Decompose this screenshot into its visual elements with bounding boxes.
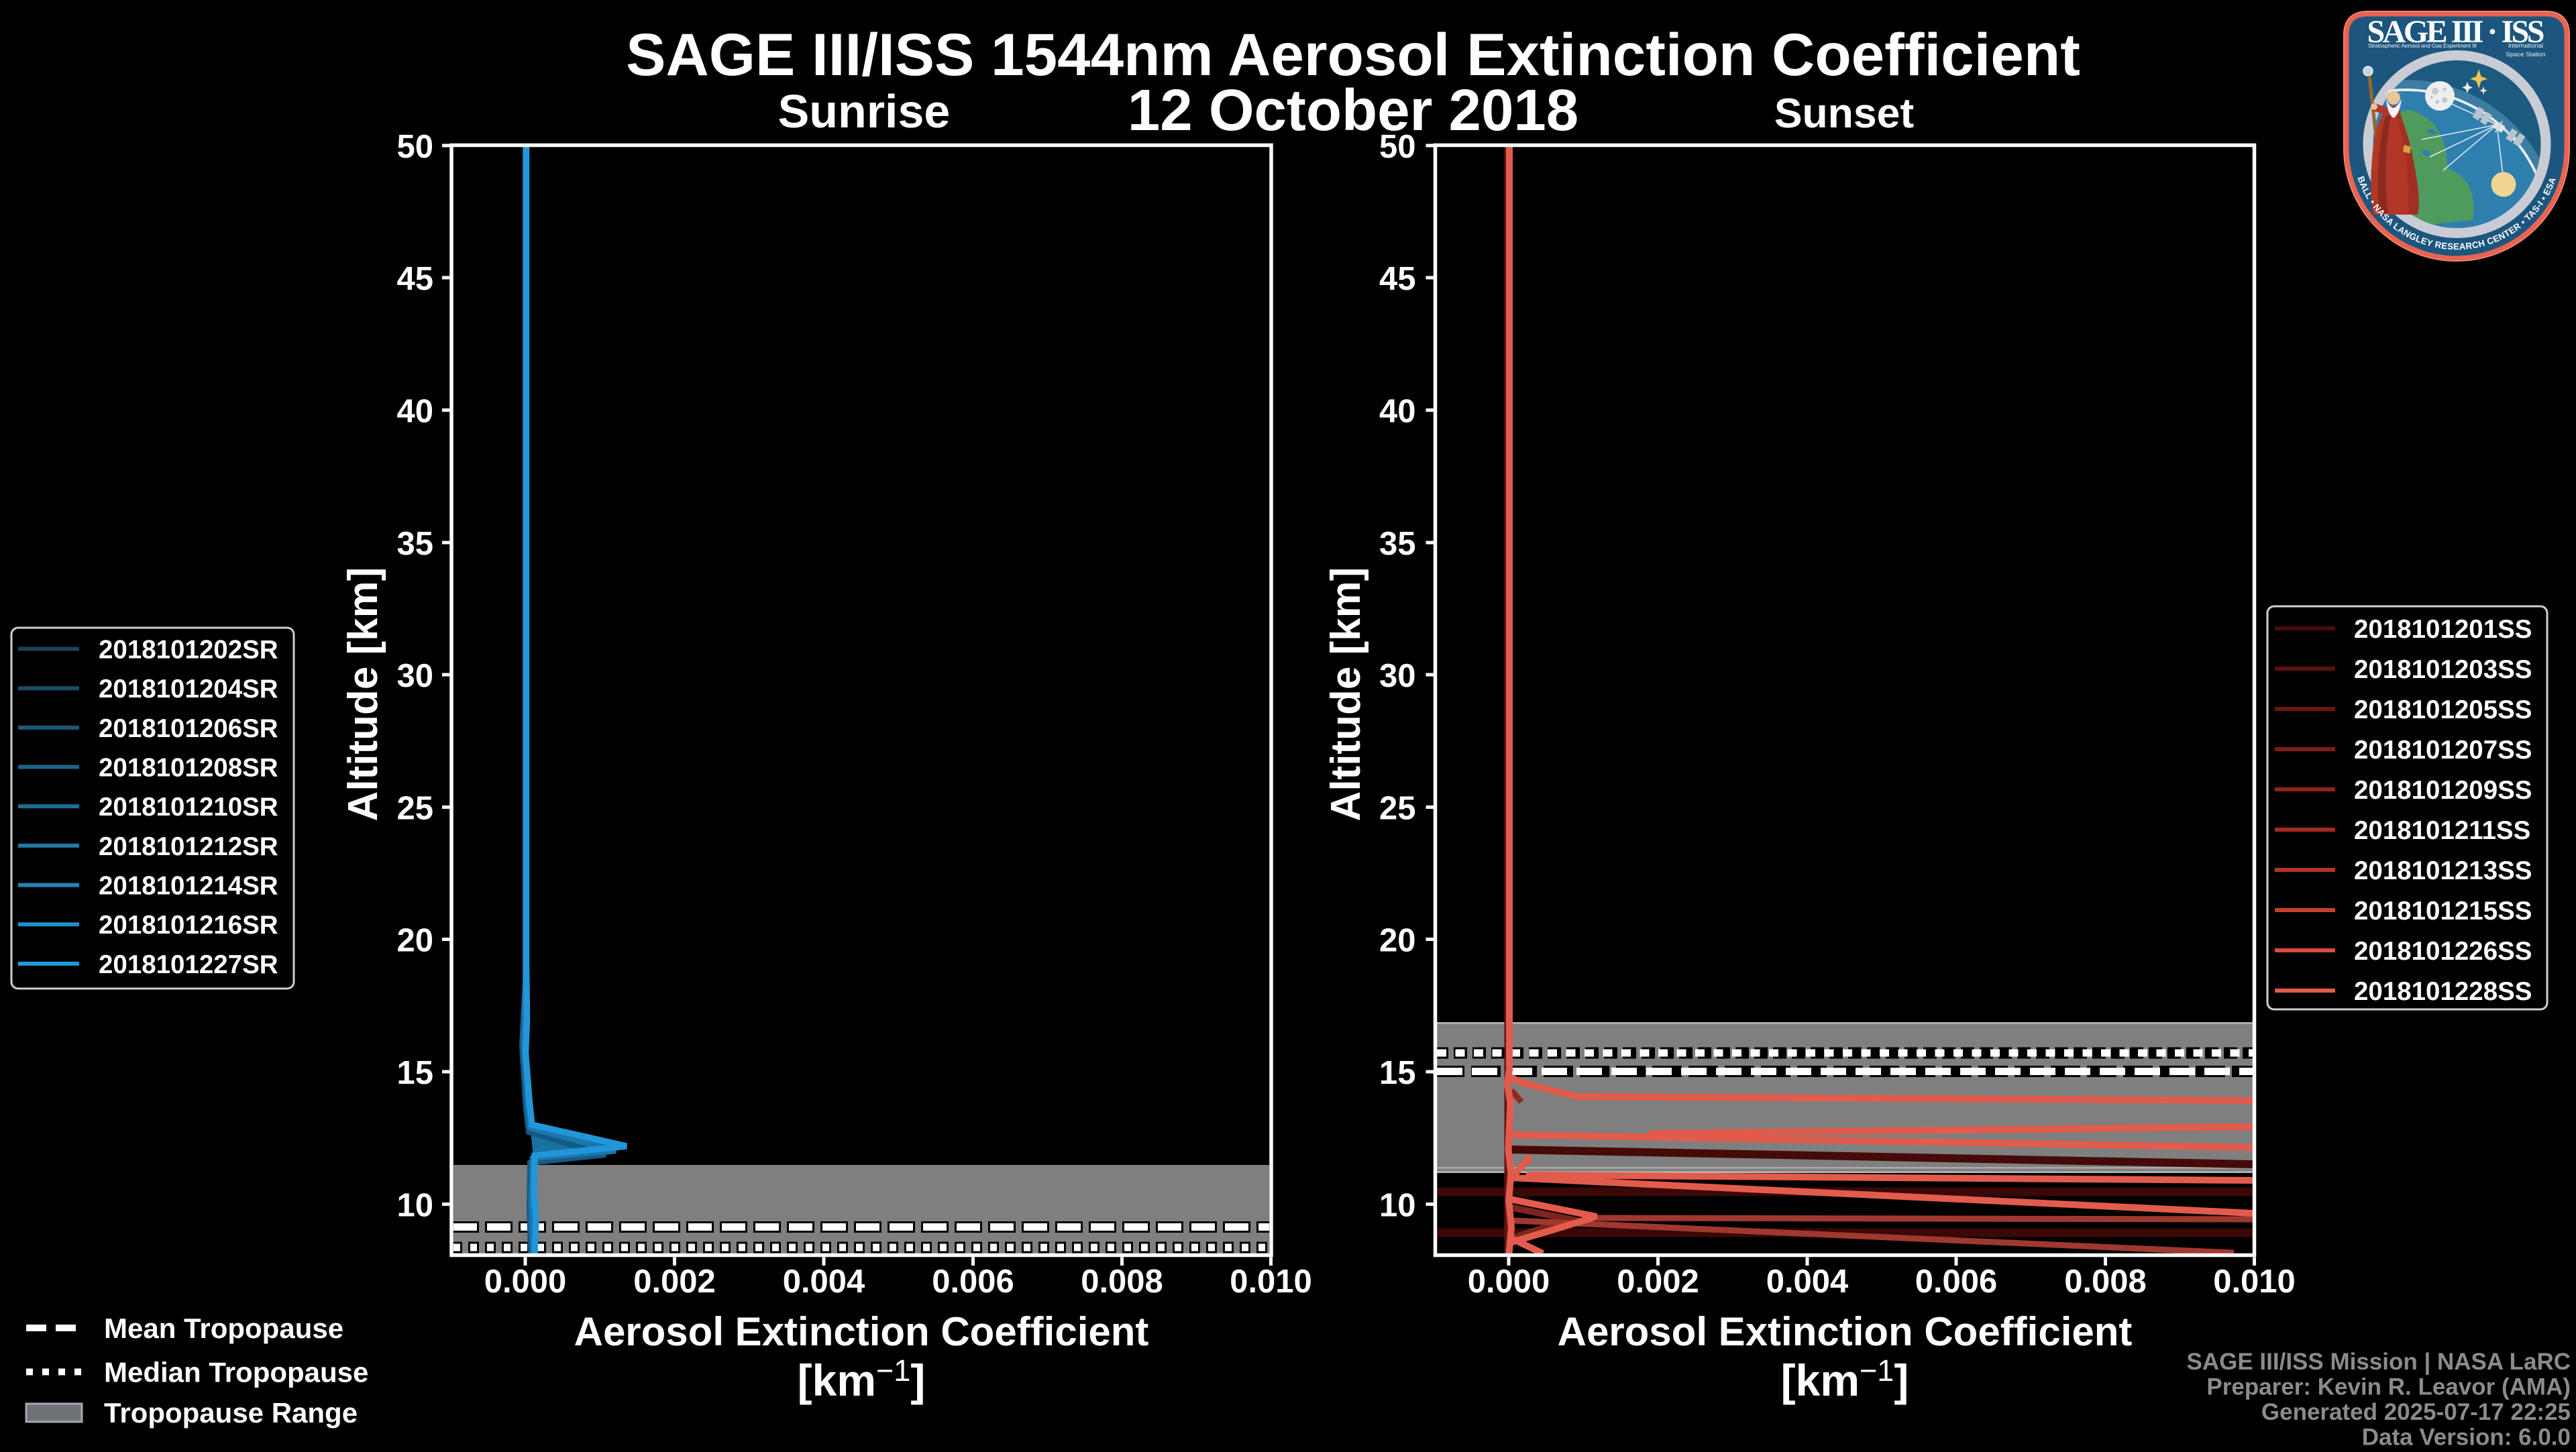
svg-text:2018101208SR: 2018101208SR	[99, 754, 278, 783]
svg-text:0.002: 0.002	[633, 1264, 716, 1300]
svg-text:2018101205SS: 2018101205SS	[2354, 695, 2532, 724]
svg-text:Altitude [km]: Altitude [km]	[1323, 567, 1369, 822]
svg-text:0.006: 0.006	[932, 1264, 1014, 1300]
svg-text:2018101228SS: 2018101228SS	[2354, 977, 2532, 1006]
svg-text:25: 25	[1379, 791, 1416, 827]
svg-text:[km−1]: [km−1]	[798, 1353, 926, 1405]
svg-text:International: International	[2508, 42, 2543, 50]
svg-text:0.006: 0.006	[1915, 1264, 1998, 1300]
svg-text:0.010: 0.010	[1230, 1264, 1312, 1300]
svg-text:0.000: 0.000	[484, 1264, 567, 1300]
svg-text:12 October 2018: 12 October 2018	[1128, 78, 1578, 143]
svg-text:10: 10	[396, 1188, 433, 1224]
svg-text:2018101204SR: 2018101204SR	[99, 675, 278, 704]
svg-text:45: 45	[396, 261, 433, 297]
svg-text:20: 20	[396, 923, 433, 959]
svg-text:2018101211SS: 2018101211SS	[2354, 816, 2530, 845]
svg-text:Space Station: Space Station	[2506, 51, 2545, 58]
svg-text:Tropopause Range: Tropopause Range	[104, 1397, 358, 1429]
svg-text:50: 50	[1379, 129, 1416, 165]
svg-text:Mean Tropopause: Mean Tropopause	[104, 1313, 343, 1344]
svg-text:40: 40	[1379, 394, 1416, 430]
svg-text:25: 25	[396, 791, 433, 827]
svg-text:0.008: 0.008	[2064, 1264, 2147, 1300]
svg-text:30: 30	[396, 658, 433, 694]
svg-text:2018101212SR: 2018101212SR	[99, 832, 278, 861]
svg-text:35: 35	[1379, 526, 1416, 562]
svg-text:15: 15	[1379, 1055, 1416, 1091]
svg-text:Aerosol Extinction Coefficient: Aerosol Extinction Coefficient	[1558, 1309, 2133, 1354]
svg-text:0.000: 0.000	[1468, 1264, 1550, 1300]
svg-text:2018101203SS: 2018101203SS	[2354, 655, 2532, 684]
svg-text:30: 30	[1379, 658, 1416, 694]
svg-text:SAGE III/ISS 1544nm Aerosol Ex: SAGE III/ISS 1544nm Aerosol Extinction C…	[626, 21, 2080, 88]
svg-text:10: 10	[1379, 1188, 1416, 1224]
svg-text:0.002: 0.002	[1617, 1264, 1699, 1300]
svg-text:0.008: 0.008	[1081, 1264, 1163, 1300]
svg-text:2018101201SS: 2018101201SS	[2354, 615, 2532, 644]
svg-text:Sunset: Sunset	[1774, 90, 1915, 137]
svg-text:Aerosol Extinction Coefficient: Aerosol Extinction Coefficient	[574, 1309, 1149, 1354]
svg-text:Sunrise: Sunrise	[778, 85, 951, 137]
svg-text:0.004: 0.004	[1766, 1264, 1849, 1300]
svg-text:20: 20	[1379, 923, 1416, 959]
svg-text:2018101215SS: 2018101215SS	[2354, 897, 2532, 926]
svg-text:Median Tropopause: Median Tropopause	[104, 1357, 368, 1388]
svg-text:0.004: 0.004	[783, 1264, 865, 1300]
svg-text:45: 45	[1379, 261, 1416, 297]
svg-text:SAGE III · ISS: SAGE III · ISS	[2367, 14, 2545, 50]
svg-text:35: 35	[396, 526, 433, 562]
svg-text:2018101206SR: 2018101206SR	[99, 714, 278, 743]
svg-text:2018101227SR: 2018101227SR	[99, 950, 278, 979]
svg-text:Data Version: 6.0.0: Data Version: 6.0.0	[2362, 1425, 2571, 1449]
svg-text:40: 40	[396, 394, 433, 430]
svg-text:2018101209SS: 2018101209SS	[2354, 776, 2532, 805]
svg-text:2018101214SR: 2018101214SR	[99, 872, 278, 901]
svg-text:2018101216SR: 2018101216SR	[99, 911, 278, 940]
svg-text:Stratospheric Aerosol and Gas: Stratospheric Aerosol and Gas Experiment…	[2368, 42, 2477, 49]
svg-text:Preparer: Kevin R. Leavor (AMA: Preparer: Kevin R. Leavor (AMA)	[2206, 1374, 2571, 1400]
svg-text:Altitude [km]: Altitude [km]	[340, 567, 386, 822]
svg-text:0.010: 0.010	[2213, 1264, 2296, 1300]
svg-text:2018101226SS: 2018101226SS	[2354, 937, 2532, 966]
svg-text:2018101207SS: 2018101207SS	[2354, 736, 2532, 765]
svg-text:50: 50	[396, 129, 433, 165]
svg-text:2018101202SR: 2018101202SR	[99, 636, 278, 665]
svg-text:Generated 2025-07-17 22:25: Generated 2025-07-17 22:25	[2261, 1399, 2571, 1425]
svg-text:2018101213SS: 2018101213SS	[2354, 856, 2532, 885]
svg-text:2018101210SR: 2018101210SR	[99, 793, 278, 822]
svg-text:SAGE III/ISS Mission | NASA La: SAGE III/ISS Mission | NASA LaRC	[2187, 1349, 2571, 1375]
svg-text:15: 15	[396, 1055, 433, 1091]
